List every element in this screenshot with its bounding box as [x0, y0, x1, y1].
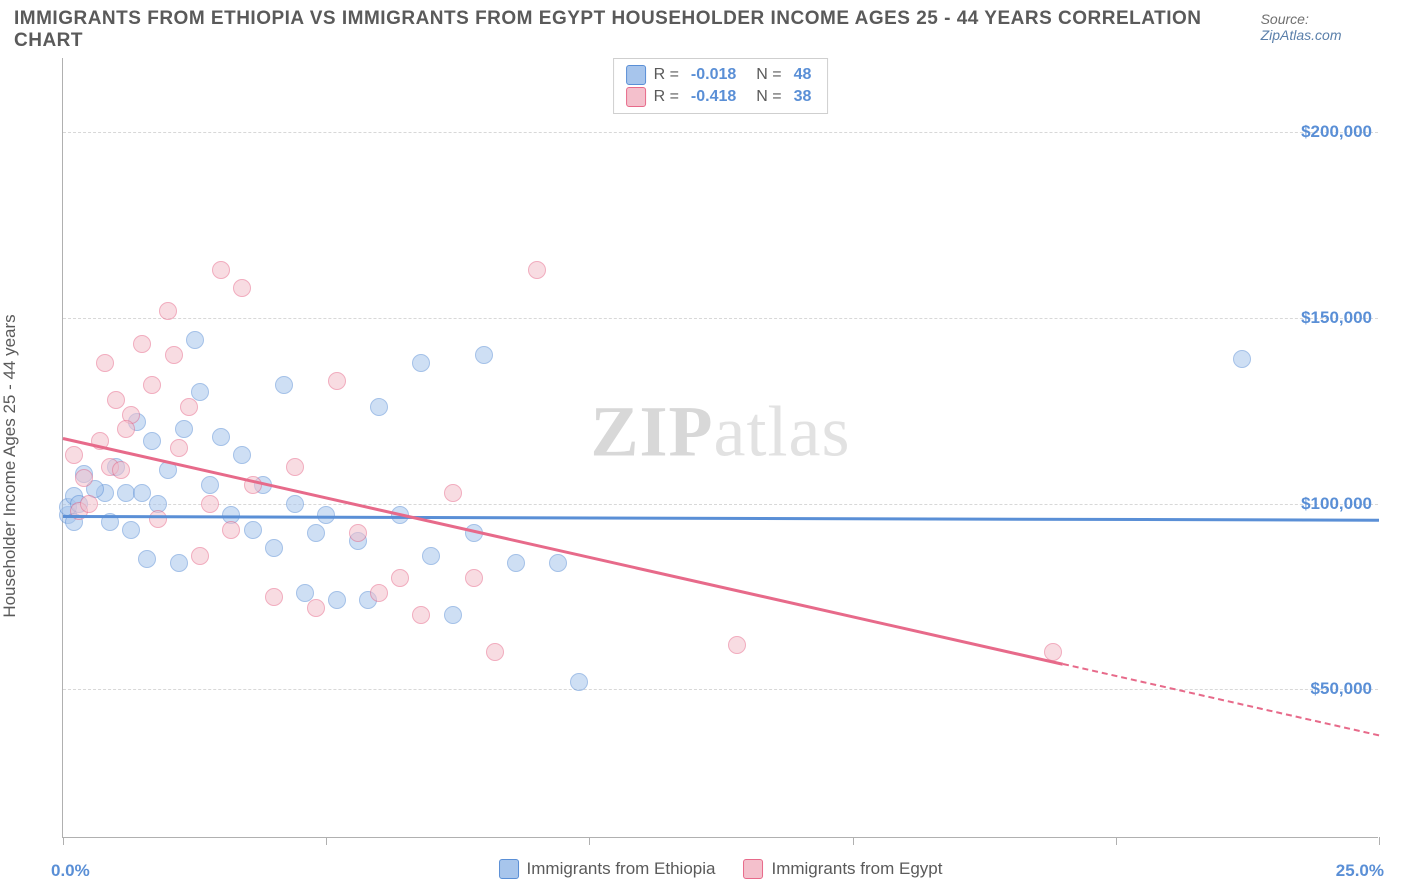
data-point: [728, 636, 746, 654]
data-point: [328, 372, 346, 390]
data-point: [159, 302, 177, 320]
gridline: [63, 504, 1378, 505]
legend-stats: R =-0.018N =48R =-0.418N =38: [613, 58, 829, 114]
data-point: [412, 606, 430, 624]
data-point: [307, 599, 325, 617]
data-point: [143, 376, 161, 394]
data-point: [233, 446, 251, 464]
data-point: [328, 591, 346, 609]
data-point: [349, 524, 367, 542]
trend-line: [63, 515, 1379, 521]
gridline: [63, 132, 1378, 133]
data-point: [286, 458, 304, 476]
x-tick: [589, 837, 590, 845]
x-tick: [63, 837, 64, 845]
data-point: [117, 420, 135, 438]
y-tick-label: $150,000: [1301, 308, 1372, 328]
data-point: [191, 547, 209, 565]
data-point: [133, 484, 151, 502]
data-point: [133, 335, 151, 353]
gridline: [63, 318, 1378, 319]
data-point: [180, 398, 198, 416]
data-point: [170, 439, 188, 457]
data-point: [570, 673, 588, 691]
data-point: [486, 643, 504, 661]
data-point: [549, 554, 567, 572]
data-point: [107, 391, 125, 409]
x-tick: [326, 837, 327, 845]
legend-series: Immigrants from Ethiopia Immigrants from …: [499, 859, 943, 879]
legend-series-item: Immigrants from Egypt: [743, 859, 942, 879]
data-point: [212, 261, 230, 279]
data-point: [186, 331, 204, 349]
data-point: [265, 588, 283, 606]
data-point: [143, 432, 161, 450]
data-point: [222, 521, 240, 539]
data-point: [201, 495, 219, 513]
x-max-label: 25.0%: [1336, 861, 1384, 881]
data-point: [412, 354, 430, 372]
legend-stat-row: R =-0.418N =38: [626, 87, 816, 107]
data-point: [507, 554, 525, 572]
data-point: [286, 495, 304, 513]
data-point: [201, 476, 219, 494]
data-point: [112, 461, 130, 479]
y-tick-label: $100,000: [1301, 494, 1372, 514]
data-point: [65, 446, 83, 464]
data-point: [75, 469, 93, 487]
chart-container: Householder Income Ages 25 - 44 years ZI…: [0, 40, 1406, 892]
data-point: [149, 510, 167, 528]
y-tick-label: $200,000: [1301, 122, 1372, 142]
data-point: [444, 606, 462, 624]
data-point: [475, 346, 493, 364]
plot-area: ZIPatlas R =-0.018N =48R =-0.418N =38 Im…: [62, 58, 1378, 838]
data-point: [465, 569, 483, 587]
data-point: [244, 521, 262, 539]
data-point: [370, 398, 388, 416]
x-min-label: 0.0%: [51, 861, 90, 881]
legend-stat-row: R =-0.018N =48: [626, 65, 816, 85]
data-point: [528, 261, 546, 279]
data-point: [391, 569, 409, 587]
data-point: [370, 584, 388, 602]
data-point: [1233, 350, 1251, 368]
data-point: [307, 524, 325, 542]
data-point: [170, 554, 188, 572]
data-point: [175, 420, 193, 438]
data-point: [233, 279, 251, 297]
data-point: [96, 354, 114, 372]
data-point: [138, 550, 156, 568]
data-point: [80, 495, 98, 513]
legend-series-item: Immigrants from Ethiopia: [499, 859, 716, 879]
y-axis-label: Householder Income Ages 25 - 44 years: [0, 314, 20, 617]
source-text: Source: ZipAtlas.com: [1261, 11, 1392, 43]
x-tick: [853, 837, 854, 845]
data-point: [422, 547, 440, 565]
data-point: [122, 521, 140, 539]
trend-line: [63, 437, 1064, 665]
watermark: ZIPatlas: [591, 390, 851, 473]
x-tick: [1379, 837, 1380, 845]
data-point: [165, 346, 183, 364]
x-tick: [1116, 837, 1117, 845]
y-tick-label: $50,000: [1311, 679, 1372, 699]
data-point: [275, 376, 293, 394]
data-point: [444, 484, 462, 502]
data-point: [212, 428, 230, 446]
data-point: [265, 539, 283, 557]
